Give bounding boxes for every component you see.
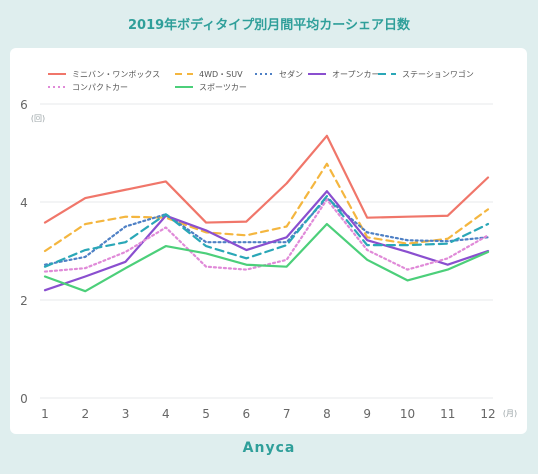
x-tick-label: 6 xyxy=(243,407,251,421)
legend-label: コンパクトカー xyxy=(72,83,128,92)
legend-label: 4WD・SUV xyxy=(199,70,243,79)
x-axis-label: (月) xyxy=(503,409,517,418)
series-line-6 xyxy=(43,222,490,293)
series-line-4 xyxy=(43,195,490,268)
legend-label: スポーツカー xyxy=(199,83,247,92)
x-tick-label: 1 xyxy=(41,407,49,421)
series-line-0 xyxy=(43,134,490,224)
x-axis-ticks: 1 2 3 4 5 6 7 8 9 10 11 12 xyxy=(41,407,495,421)
series-line-5 xyxy=(43,198,490,273)
y-tick-label: 0 xyxy=(20,392,28,406)
x-tick-label: 9 xyxy=(363,407,371,421)
x-tick-label: 8 xyxy=(323,407,331,421)
x-tick-label: 12 xyxy=(480,407,495,421)
x-tick-label: 5 xyxy=(202,407,210,421)
x-tick-label: 2 xyxy=(81,407,89,421)
brand-logo: Anyca xyxy=(242,440,296,456)
page-title: 2019年ボディタイプ別月間平均カーシェア日数 xyxy=(127,18,410,33)
legend-label: ステーションワゴン xyxy=(402,69,474,79)
y-tick-label: 4 xyxy=(20,196,28,210)
y-axis-label: (回) xyxy=(31,114,45,123)
x-tick-label: 11 xyxy=(440,407,455,421)
legend: ミニバン・ワンボックス 4WD・SUV セダン オープンカー ステーションワゴンコンパク… xyxy=(48,69,474,92)
x-tick-label: 4 xyxy=(162,407,170,421)
grid-lines xyxy=(40,103,493,399)
series-line-1 xyxy=(43,162,490,253)
legend-label: オープンカー xyxy=(332,70,380,79)
y-tick-label: 6 xyxy=(20,98,28,112)
series-line-3 xyxy=(43,190,490,292)
x-tick-label: 3 xyxy=(122,407,130,421)
y-tick-label: 2 xyxy=(20,294,28,308)
series-line-2 xyxy=(43,196,490,266)
y-axis-ticks: 0 2 4 6 xyxy=(20,98,28,406)
legend-label: ミニバン・ワンボックス xyxy=(72,70,160,79)
series-lines xyxy=(43,134,490,293)
legend-label: セダン xyxy=(279,69,303,79)
x-tick-label: 10 xyxy=(400,407,415,421)
x-tick-label: 7 xyxy=(283,407,291,421)
